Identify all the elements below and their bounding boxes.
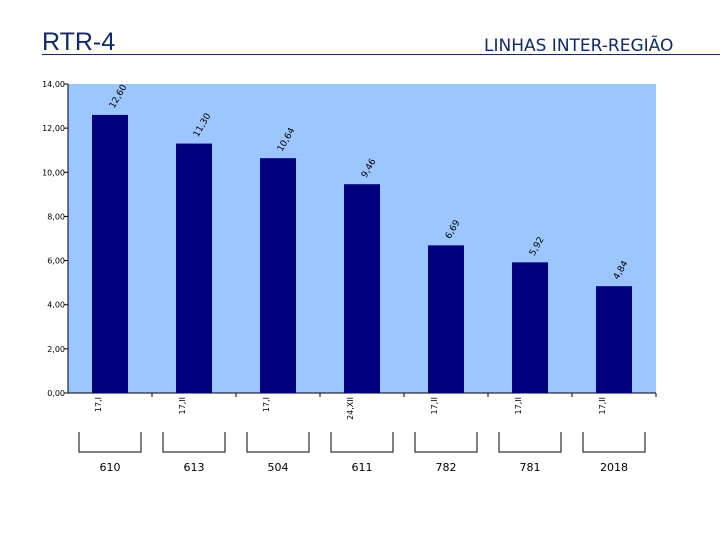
x-category-label: 17,II [430, 397, 439, 414]
group-bracket [162, 432, 226, 453]
title-underline [42, 54, 720, 55]
bar [260, 158, 296, 393]
y-tick-label: 8,00 [47, 212, 65, 221]
page-title: RTR-4 [42, 28, 116, 56]
bar [176, 143, 212, 393]
y-tick-label: 0,00 [47, 389, 65, 398]
y-tick-label: 6,00 [47, 257, 65, 266]
group-label: 782 [436, 461, 457, 474]
group-bracket [498, 432, 562, 453]
group-bracket [414, 432, 478, 453]
x-category-label: 24,XII [346, 397, 355, 420]
bar [92, 114, 128, 394]
bar [344, 184, 380, 393]
group-label: 2018 [600, 461, 628, 474]
bar [512, 262, 548, 393]
group-label: 611 [352, 461, 373, 474]
x-category-label: 17,I [262, 397, 271, 412]
y-tick-label: 14,00 [42, 80, 65, 89]
bar [428, 245, 464, 393]
x-category-label: 17,II [514, 397, 523, 414]
group-label: 504 [268, 461, 289, 474]
x-category-label: 17,I [94, 397, 103, 412]
y-tick-label: 10,00 [42, 168, 65, 177]
group-label: 613 [184, 461, 205, 474]
group-bracket [78, 432, 142, 453]
group-bracket [330, 432, 394, 453]
group-label: 610 [100, 461, 121, 474]
y-tick-label: 12,00 [42, 124, 65, 133]
group-bracket [582, 432, 646, 453]
group-bracket [246, 432, 310, 453]
group-label: 781 [520, 461, 541, 474]
chart-subtitle: LINHAS INTER-REGIÃO [484, 36, 674, 56]
x-category-label: 17,II [178, 397, 187, 414]
y-tick-label: 2,00 [47, 345, 65, 354]
x-category-label: 17,II [598, 397, 607, 414]
bar [596, 286, 632, 393]
y-tick-label: 4,00 [47, 301, 65, 310]
